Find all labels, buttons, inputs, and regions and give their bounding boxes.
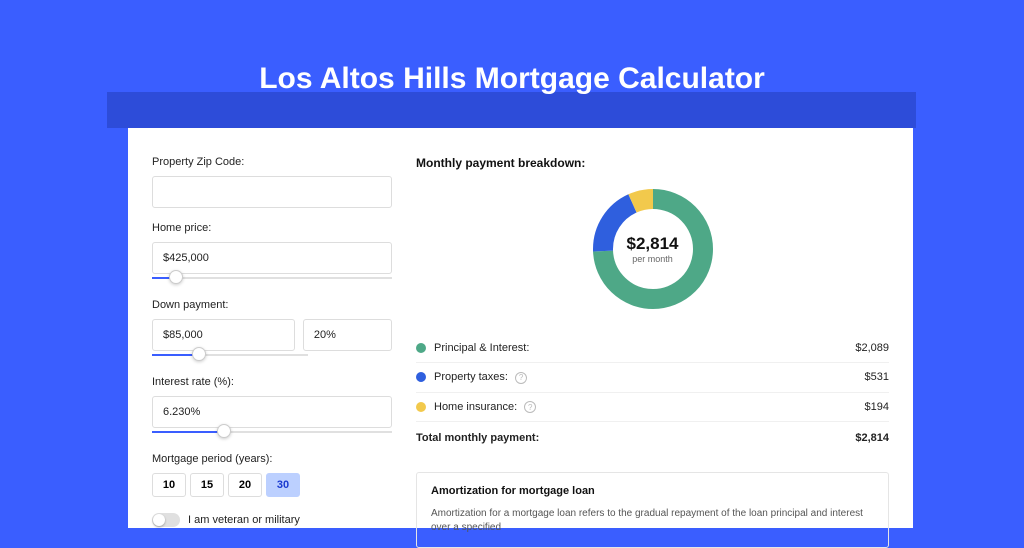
interest-rate-slider[interactable] (152, 427, 392, 439)
page-title: Los Altos Hills Mortgage Calculator (0, 62, 1024, 96)
swatch-pi (416, 343, 426, 353)
breakdown-row-ins: Home insurance: ? $194 (416, 393, 889, 423)
period-option-30[interactable]: 30 (266, 473, 300, 497)
calculator-card: Property Zip Code: Home price: Down paym… (128, 128, 913, 528)
breakdown-label-tax: Property taxes: ? (434, 371, 865, 384)
donut-center: $2,814 per month (588, 184, 718, 314)
amortization-title: Amortization for mortgage loan (431, 485, 874, 497)
down-payment-percent-input[interactable] (303, 319, 392, 351)
down-payment-amount-input[interactable] (152, 319, 295, 351)
amortization-text: Amortization for a mortgage loan refers … (431, 507, 874, 535)
zip-label: Property Zip Code: (152, 156, 392, 168)
slider-thumb[interactable] (217, 424, 231, 438)
period-option-10[interactable]: 10 (152, 473, 186, 497)
zip-input[interactable] (152, 176, 392, 208)
info-icon[interactable]: ? (515, 372, 527, 384)
swatch-ins (416, 402, 426, 412)
zip-field: Property Zip Code: (152, 156, 392, 208)
down-payment-label: Down payment: (152, 299, 392, 311)
breakdown-column: Monthly payment breakdown: $2,814 per mo… (416, 156, 889, 528)
breakdown-label-ins: Home insurance: ? (434, 401, 865, 414)
donut-amount: $2,814 (627, 234, 679, 254)
down-payment-slider[interactable] (152, 350, 308, 362)
interest-rate-field: Interest rate (%): (152, 376, 392, 439)
breakdown-label-ins-text: Home insurance: (434, 401, 517, 413)
breakdown-value-ins: $194 (865, 401, 889, 413)
veteran-row: I am veteran or military (152, 513, 392, 527)
mortgage-period-field: Mortgage period (years): 10 15 20 30 (152, 453, 392, 497)
breakdown-label-total: Total monthly payment: (416, 432, 855, 444)
breakdown-row-total: Total monthly payment: $2,814 (416, 422, 889, 452)
donut-chart-area: $2,814 per month (416, 184, 889, 314)
slider-fill (152, 431, 224, 433)
period-option-15[interactable]: 15 (190, 473, 224, 497)
period-option-20[interactable]: 20 (228, 473, 262, 497)
interest-rate-label: Interest rate (%): (152, 376, 392, 388)
donut-sub: per month (632, 254, 673, 264)
veteran-label: I am veteran or military (188, 514, 300, 526)
info-icon[interactable]: ? (524, 401, 536, 413)
mortgage-period-options: 10 15 20 30 (152, 473, 392, 497)
form-column: Property Zip Code: Home price: Down paym… (152, 156, 392, 528)
breakdown-row-tax: Property taxes: ? $531 (416, 363, 889, 393)
breakdown-title: Monthly payment breakdown: (416, 156, 889, 170)
home-price-field: Home price: (152, 222, 392, 285)
donut-chart: $2,814 per month (588, 184, 718, 314)
interest-rate-input[interactable] (152, 396, 392, 428)
home-price-label: Home price: (152, 222, 392, 234)
slider-thumb[interactable] (169, 270, 183, 284)
mortgage-period-label: Mortgage period (years): (152, 453, 392, 465)
veteran-toggle[interactable] (152, 513, 180, 527)
slider-track (152, 277, 392, 279)
breakdown-value-pi: $2,089 (855, 342, 889, 354)
breakdown-label-pi: Principal & Interest: (434, 342, 855, 354)
home-price-input[interactable] (152, 242, 392, 274)
slider-thumb[interactable] (192, 347, 206, 361)
breakdown-row-pi: Principal & Interest: $2,089 (416, 334, 889, 363)
breakdown-value-total: $2,814 (855, 432, 889, 444)
amortization-box: Amortization for mortgage loan Amortizat… (416, 472, 889, 548)
header-band (107, 92, 916, 128)
down-payment-field: Down payment: (152, 299, 392, 362)
breakdown-value-tax: $531 (865, 371, 889, 383)
breakdown-label-tax-text: Property taxes: (434, 371, 508, 383)
toggle-knob (153, 514, 165, 526)
swatch-tax (416, 372, 426, 382)
home-price-slider[interactable] (152, 273, 392, 285)
